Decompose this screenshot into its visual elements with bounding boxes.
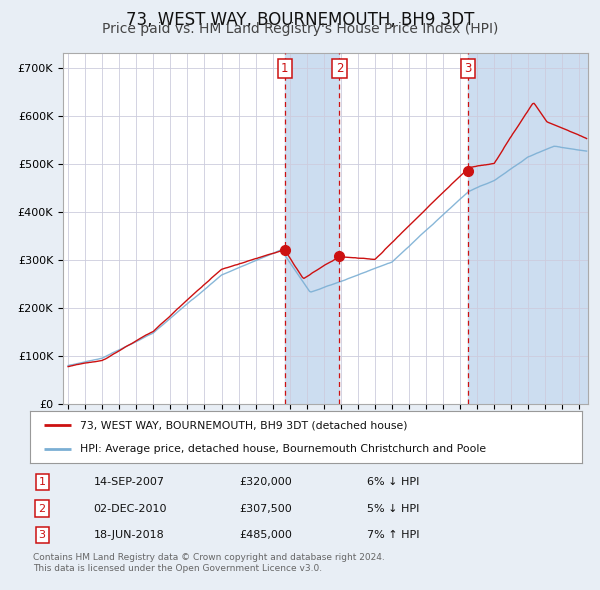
Text: 1: 1: [38, 477, 46, 487]
Text: £485,000: £485,000: [240, 530, 293, 540]
Text: 7% ↑ HPI: 7% ↑ HPI: [367, 530, 419, 540]
Text: HPI: Average price, detached house, Bournemouth Christchurch and Poole: HPI: Average price, detached house, Bour…: [80, 444, 486, 454]
Bar: [285, 53, 340, 404]
Text: 5% ↓ HPI: 5% ↓ HPI: [367, 504, 419, 513]
Bar: [468, 53, 588, 404]
Text: 1: 1: [281, 62, 289, 75]
Text: 14-SEP-2007: 14-SEP-2007: [94, 477, 164, 487]
Text: 2: 2: [38, 504, 46, 513]
Text: 3: 3: [38, 530, 46, 540]
Text: 3: 3: [464, 62, 472, 75]
Text: 73, WEST WAY, BOURNEMOUTH, BH9 3DT: 73, WEST WAY, BOURNEMOUTH, BH9 3DT: [126, 11, 474, 29]
Text: 2: 2: [336, 62, 343, 75]
Text: Price paid vs. HM Land Registry's House Price Index (HPI): Price paid vs. HM Land Registry's House …: [102, 22, 498, 36]
Text: Contains HM Land Registry data © Crown copyright and database right 2024.
This d: Contains HM Land Registry data © Crown c…: [33, 553, 385, 573]
Text: £307,500: £307,500: [240, 504, 293, 513]
Text: 6% ↓ HPI: 6% ↓ HPI: [367, 477, 419, 487]
Text: 18-JUN-2018: 18-JUN-2018: [94, 530, 164, 540]
Text: 73, WEST WAY, BOURNEMOUTH, BH9 3DT (detached house): 73, WEST WAY, BOURNEMOUTH, BH9 3DT (deta…: [80, 420, 407, 430]
Text: £320,000: £320,000: [240, 477, 293, 487]
Text: 02-DEC-2010: 02-DEC-2010: [94, 504, 167, 513]
